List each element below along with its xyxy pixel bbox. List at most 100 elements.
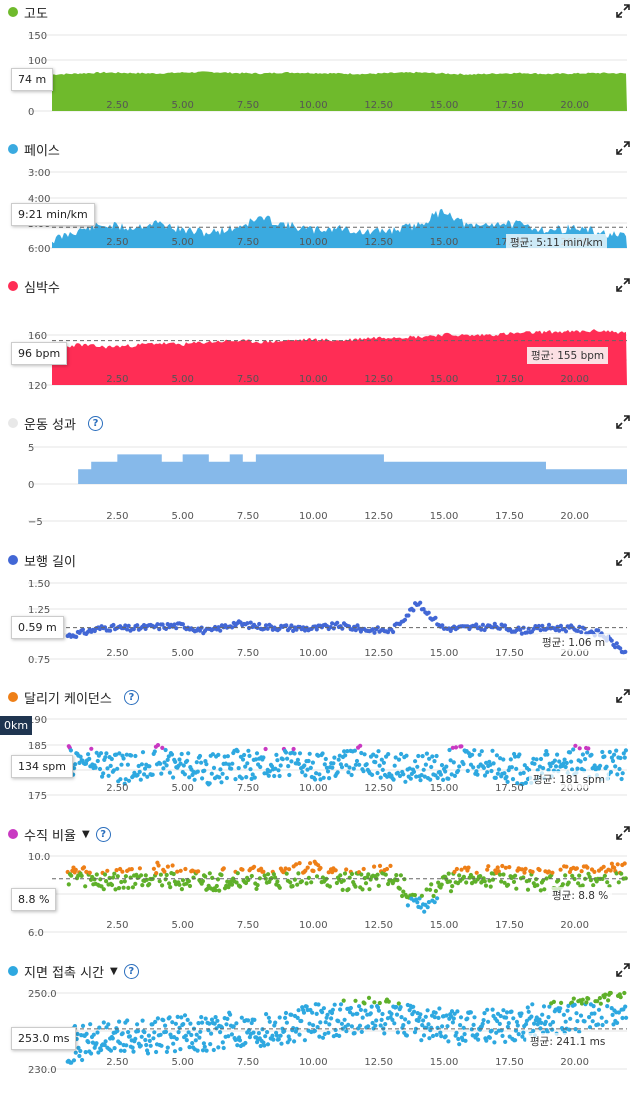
- y-tick-label: 150: [28, 31, 47, 42]
- elevation-panel: 고도 150 100 0 2.50 5.00 7.50 10.00 12.50 15.00 17.…: [0, 0, 642, 137]
- help-icon[interactable]: ?: [87, 415, 103, 431]
- cadence-point: [181, 763, 186, 768]
- gct-title: 지면 접촉 시간 ▼ ?: [8, 961, 139, 981]
- cadence-point: [347, 765, 352, 770]
- cadence-point: [287, 772, 292, 778]
- vertical-ratio-point: [94, 872, 99, 877]
- cadence-point: [165, 757, 170, 762]
- cadence-point: [73, 762, 78, 767]
- cadence-point: [295, 757, 300, 762]
- cadence-point: [459, 744, 464, 749]
- elevation-title: 고도: [8, 2, 48, 22]
- gct-point: [108, 1048, 114, 1053]
- expand-icon[interactable]: [616, 826, 630, 840]
- vertical-ratio-point: [213, 888, 218, 893]
- cadence-point: [171, 775, 176, 780]
- vertical-ratio-point: [154, 871, 159, 876]
- vertical-ratio-panel: 수직 비율 ▼ ? 10.08.06.02.505.007.5010.0012.…: [0, 822, 642, 959]
- cadence-point: [322, 762, 327, 767]
- cadence-point: [121, 756, 126, 761]
- gct-point: [167, 1015, 172, 1020]
- pace-tooltip: 9:21 min/km: [11, 203, 95, 226]
- vertical-ratio-point: [367, 887, 372, 892]
- x-tick-label: 5.00: [172, 237, 194, 248]
- x-tick-label: 7.50: [237, 648, 259, 659]
- vertical-ratio-point: [384, 866, 390, 872]
- cadence-point: [580, 752, 586, 757]
- cadence-point: [600, 749, 605, 755]
- y-tick-label: 250.0: [28, 989, 57, 1000]
- cadence-point: [583, 757, 588, 762]
- stride-dot-icon: [8, 555, 18, 565]
- pace-dot-icon: [8, 144, 18, 154]
- x-tick-label: 10.00: [299, 374, 328, 385]
- cadence-point: [472, 748, 477, 753]
- gct-point: [185, 1017, 190, 1022]
- help-icon[interactable]: ?: [95, 826, 111, 842]
- stride-point: [284, 623, 289, 628]
- gct-point: [500, 1033, 505, 1038]
- gct-point: [530, 1002, 535, 1007]
- gct-point: [193, 1038, 198, 1043]
- elevation-dot-icon: [8, 7, 18, 17]
- cadence-point: [135, 772, 140, 778]
- vertical-ratio-point: [261, 869, 266, 874]
- x-tick-label: 7.50: [237, 100, 259, 111]
- cadence-point: [598, 763, 603, 768]
- cadence-point: [292, 751, 297, 756]
- gct-point: [209, 1017, 215, 1022]
- expand-icon[interactable]: [616, 141, 630, 155]
- cadence-point: [569, 759, 574, 764]
- gct-point: [548, 1022, 553, 1027]
- expand-icon[interactable]: [616, 415, 630, 429]
- help-icon[interactable]: ?: [123, 689, 139, 705]
- y-tick-label: 10.0: [28, 852, 50, 863]
- cadence-point: [515, 781, 520, 786]
- stride-point: [263, 623, 269, 628]
- gct-point: [96, 1050, 101, 1055]
- x-tick-label: 15.00: [430, 920, 459, 931]
- cadence-point: [482, 773, 488, 778]
- gct-point: [504, 1015, 509, 1020]
- gct-point: [154, 1049, 159, 1055]
- gct-point: [600, 1022, 605, 1028]
- caret-down-icon[interactable]: ▼: [81, 828, 90, 840]
- cadence-point: [608, 770, 614, 775]
- gct-point: [567, 1027, 572, 1032]
- vertical-ratio-point: [579, 869, 584, 874]
- cadence-point: [446, 776, 451, 781]
- cadence-point: [324, 765, 329, 770]
- caret-down-icon[interactable]: ▼: [110, 965, 118, 977]
- cadence-point: [106, 773, 111, 778]
- cadence-point: [471, 765, 476, 770]
- gct-point: [432, 1015, 437, 1020]
- expand-icon[interactable]: [616, 963, 630, 977]
- expand-icon[interactable]: [616, 689, 630, 703]
- expand-icon[interactable]: [616, 278, 630, 292]
- x-tick-label: 10.00: [299, 783, 328, 794]
- help-icon[interactable]: ?: [123, 963, 139, 979]
- cadence-point: [456, 768, 461, 773]
- stride-point: [421, 607, 426, 612]
- x-tick-label: 7.50: [237, 237, 259, 248]
- gct-point: [578, 1013, 584, 1018]
- gct-point: [610, 1012, 615, 1017]
- cadence-point: [609, 755, 615, 760]
- gct-point: [546, 1015, 551, 1020]
- gct-point: [184, 1038, 189, 1043]
- x-tick-label: 12.50: [364, 511, 393, 522]
- vertical-ratio-point: [175, 869, 180, 874]
- cadence-point: [465, 768, 470, 773]
- cadence-point: [68, 748, 73, 753]
- x-tick-label: 10.00: [299, 100, 328, 111]
- gct-point: [574, 1011, 579, 1016]
- vertical-ratio-point: [398, 873, 403, 878]
- expand-icon[interactable]: [616, 4, 630, 18]
- cadence-point: [78, 754, 83, 759]
- cadence-point: [159, 771, 164, 776]
- cadence-point: [385, 774, 390, 779]
- vertical-ratio-point: [214, 883, 219, 889]
- stride-average: 평균: 1.06 m: [538, 634, 610, 651]
- expand-icon[interactable]: [616, 552, 630, 566]
- gct-point: [347, 1010, 353, 1015]
